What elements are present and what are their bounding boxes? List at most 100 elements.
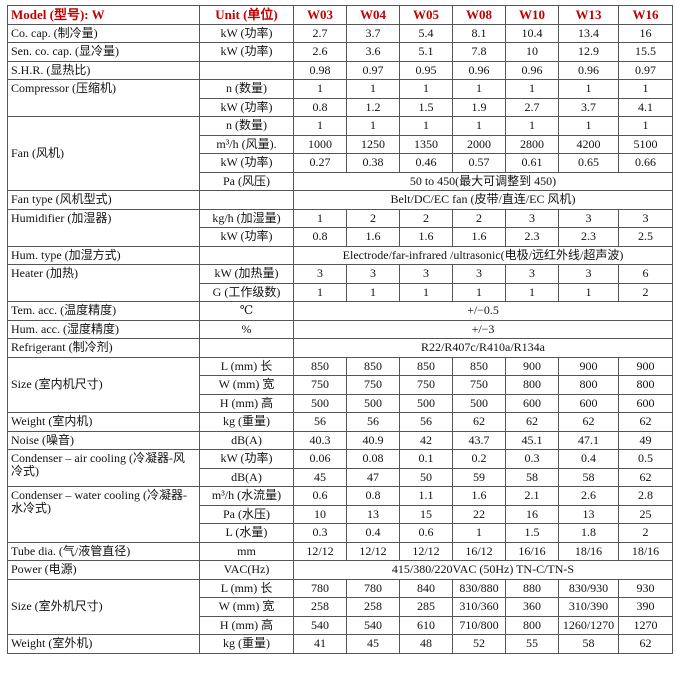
- value-cell: 1: [558, 116, 619, 136]
- value-cell: 0.46: [399, 153, 453, 173]
- merged-value-cell: +/−3: [293, 319, 673, 339]
- spec-table: Model (型号): W Unit (单位) W03 W04 W05 W08 …: [7, 5, 673, 654]
- table-row: kW (功率) 0.8 1.6 1.6 1.6 2.3 2.3 2.5: [8, 227, 673, 247]
- row-label: Hum. type (加湿方式): [7, 245, 200, 265]
- value-cell: 0.4: [346, 523, 400, 543]
- value-cell: 0.3: [293, 523, 347, 543]
- row-label: Tem. acc. (温度精度): [7, 301, 200, 321]
- table-row: Weight (室外机) kg (重量) 41 45 48 52 55 58 62: [7, 634, 673, 654]
- value-cell: 2: [452, 208, 506, 228]
- value-cell: 42: [399, 430, 453, 450]
- value-cell: 600: [558, 393, 619, 413]
- value-cell: 850: [346, 356, 400, 376]
- table-row: Fan (风机) n (数量) 1 1 1 1 1 1 1: [7, 116, 673, 191]
- table-row: Tem. acc. (温度精度) ℃ +/−0.5: [7, 301, 673, 321]
- value-cell: 900: [618, 356, 673, 376]
- value-cell: 0.98: [293, 60, 347, 80]
- table-row: Sen. co. cap. (显冷量) kW (功率) 2.6 3.6 5.1 7.8 10…: [7, 42, 673, 62]
- value-cell: 0.61: [505, 153, 559, 173]
- value-cell: 750: [399, 375, 453, 395]
- unit-cell: W (mm) 宽: [199, 375, 294, 395]
- value-cell: 0.97: [618, 60, 673, 80]
- value-cell: 780: [346, 578, 400, 598]
- value-cell: 43.7: [452, 430, 506, 450]
- value-cell: 1: [505, 116, 559, 136]
- value-cell: 1: [558, 79, 619, 99]
- value-cell: 1260/1270: [558, 615, 619, 635]
- value-cell: 47: [346, 467, 400, 487]
- value-cell: 0.8: [293, 227, 347, 247]
- value-cell: 0.6: [399, 523, 453, 543]
- value-cell: 3: [505, 264, 559, 284]
- value-cell: 0.65: [558, 153, 619, 173]
- row-label: Weight (室内机): [7, 412, 200, 432]
- row-label: Humidifier (加湿器): [7, 208, 200, 247]
- value-cell: 500: [346, 393, 400, 413]
- unit-cell: [199, 245, 294, 265]
- value-cell: 1: [618, 79, 673, 99]
- value-cell: 41: [293, 634, 347, 654]
- value-cell: 540: [346, 615, 400, 635]
- value-cell: 56: [293, 412, 347, 432]
- value-cell: 0.96: [505, 60, 559, 80]
- table-row: Size (室外机尺寸) L (mm) 长 780 780 840 830/880 880 8…: [7, 578, 673, 635]
- value-cell: 0.66: [618, 153, 673, 173]
- value-cell: 40.3: [293, 430, 347, 450]
- value-cell: 4.1: [618, 97, 673, 117]
- unit-cell: kW (功率): [199, 42, 294, 62]
- value-cell: 0.96: [558, 60, 619, 80]
- unit-cell: m³/h (水流量): [199, 486, 294, 506]
- value-cell: 1: [346, 282, 400, 302]
- table-row: Noise (噪音) dB(A) 40.3 40.9 42 43.7 45.1 47.1 49: [7, 430, 673, 450]
- value-cell: 0.6: [293, 486, 347, 506]
- unit-cell: L (mm) 长: [199, 578, 294, 598]
- value-cell: 310/390: [558, 597, 619, 617]
- value-cell: 56: [399, 412, 453, 432]
- table-row: Condenser – air cooling (冷凝器-风冷式) kW (功率)…: [7, 449, 673, 487]
- table-row: Tube dia. (气/液管直径) mm 12/12 12/12 12/12 16/12…: [7, 541, 673, 561]
- value-cell: 0.08: [346, 449, 400, 469]
- value-cell: 0.3: [505, 449, 559, 469]
- value-cell: 58: [558, 634, 619, 654]
- value-cell: 2.5: [618, 227, 673, 247]
- table-row: m³/h (风量). 1000 1250 1350 2000 2800 4200 5100: [8, 134, 673, 154]
- value-cell: 1.2: [346, 97, 400, 117]
- value-cell: 13: [346, 504, 400, 524]
- row-label: Fan type (风机型式): [7, 190, 200, 210]
- unit-cell: %: [199, 319, 294, 339]
- value-cell: 1250: [346, 134, 400, 154]
- row-label: S.H.R. (显热比): [7, 60, 200, 80]
- value-cell: 3: [558, 264, 619, 284]
- table-row: kW (功率) 0.27 0.38 0.46 0.57 0.61 0.65 0.66: [8, 153, 673, 173]
- table-row: Size (室内机尺寸) L (mm) 长 850 850 850 850 900 900 90…: [7, 356, 673, 413]
- unit-cell: H (mm) 高: [199, 615, 294, 635]
- value-cell: 0.8: [293, 97, 347, 117]
- unit-cell: n (数量): [199, 79, 294, 99]
- merged-value-cell: +/−0.5: [293, 301, 673, 321]
- value-cell: 40.9: [346, 430, 400, 450]
- value-cell: 0.5: [618, 449, 673, 469]
- value-cell: 2.3: [505, 227, 559, 247]
- table-row: Co. cap. (制冷量) kW (功率) 2.7 3.7 5.4 8.1 10.4 13.…: [7, 23, 673, 43]
- value-cell: 45: [293, 467, 347, 487]
- value-cell: 1: [399, 79, 453, 99]
- value-cell: 0.4: [558, 449, 619, 469]
- value-cell: 850: [399, 356, 453, 376]
- value-cell: 0.57: [452, 153, 506, 173]
- unit-cell: kW (加热量): [199, 264, 294, 284]
- value-cell: 0.8: [346, 486, 400, 506]
- value-cell: 62: [618, 634, 673, 654]
- value-cell: 12/12: [399, 541, 453, 561]
- value-cell: 1: [618, 116, 673, 136]
- value-cell: 3: [293, 264, 347, 284]
- table-row: kW (功率) 0.8 1.2 1.5 1.9 2.7 3.7 4.1: [8, 97, 673, 117]
- value-cell: 850: [293, 356, 347, 376]
- unit-cell: VAC(Hz): [199, 560, 294, 580]
- value-cell: 3.7: [346, 23, 400, 43]
- unit-cell: W (mm) 宽: [199, 597, 294, 617]
- value-cell: 1: [346, 79, 400, 99]
- value-cell: 50: [399, 467, 453, 487]
- unit-cell: kW (功率): [199, 227, 294, 247]
- unit-cell: [199, 60, 294, 80]
- merged-value-cell: R22/R407c/R410a/R134a: [293, 338, 673, 358]
